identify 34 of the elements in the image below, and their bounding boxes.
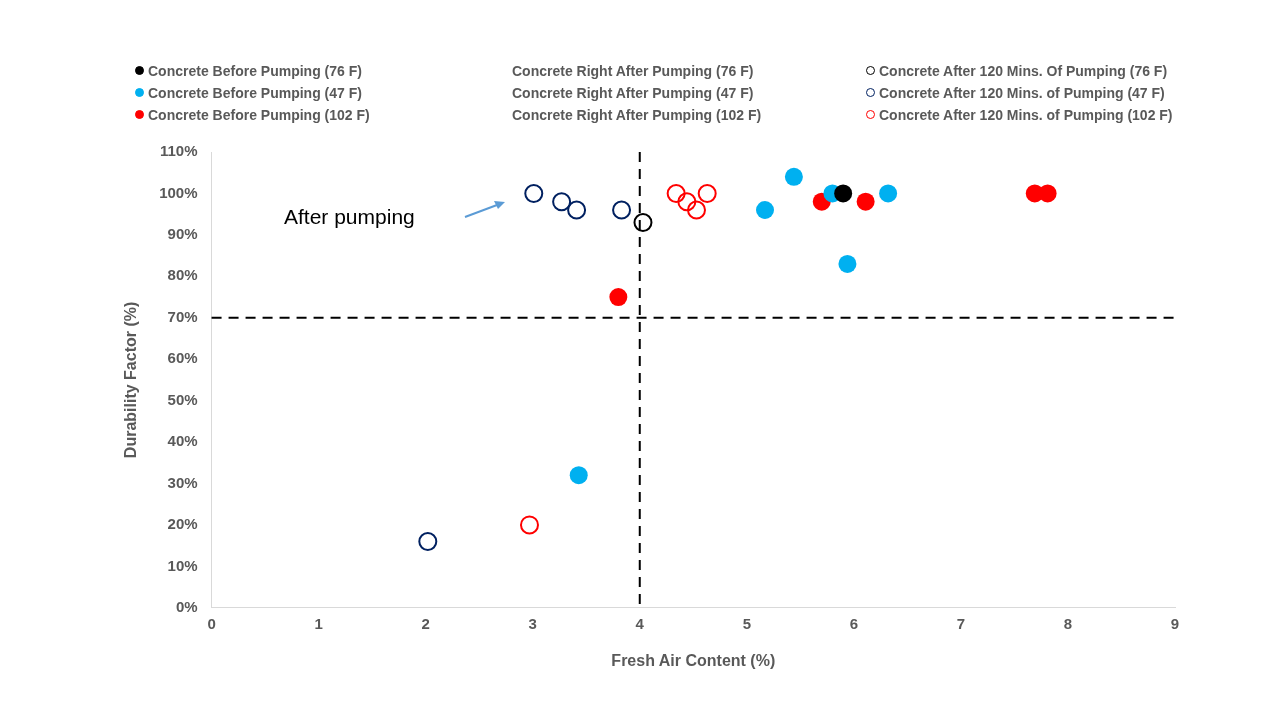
x-tick-label: 6 [849, 614, 859, 632]
x-tick-label: 7 [956, 614, 966, 632]
y-tick-label: 10% [167, 556, 198, 574]
legend-label: Concrete After 120 Mins. Of Pumping (76 F) [879, 62, 1168, 79]
text: Concrete Right After Pumping (47 F) [512, 84, 754, 101]
x-axis-title: Fresh Air Content (%) [611, 651, 776, 669]
y-axis-title: Durability Factor (%) [122, 301, 140, 459]
y-tick-label: 30% [167, 473, 198, 491]
y-tick-label: 90% [167, 225, 198, 243]
annotation: After pumping [284, 205, 415, 229]
text: Concrete Right After Pumping (102 F) [512, 106, 762, 123]
x-tick-label: 2 [421, 614, 430, 632]
legend-label: Concrete Before Pumping (102 F) [148, 106, 370, 123]
x-tick-label: 1 [314, 614, 323, 632]
x-tick-label: 0 [207, 614, 216, 632]
y-tick-label: 80% [167, 266, 198, 284]
legend-label: Concrete Before Pumping (47 F) [148, 84, 362, 101]
x-tick-label: 4 [635, 614, 645, 632]
y-tick-label: 20% [167, 515, 198, 533]
y-tick-label: 100% [159, 183, 198, 201]
legend-label: Concrete After 120 Mins. of Pumping (47 F) [879, 84, 1165, 101]
y-tick-label: 70% [167, 307, 198, 325]
legend-label: Concrete After 120 Mins. of Pumping (102 F) [879, 106, 1173, 123]
y-tick-label: 110% [160, 142, 198, 160]
y-tick-label: 60% [167, 349, 198, 367]
x-tick-label: 5 [742, 614, 751, 632]
legend-label: Concrete Before Pumping (76 F) [148, 62, 362, 79]
y-tick-label: 50% [167, 390, 198, 408]
x-tick-label: 3 [528, 614, 537, 632]
y-tick-label: 40% [167, 432, 198, 450]
x-tick-label: 9 [1170, 614, 1180, 632]
text: Concrete Right After Pumping (76 F) [512, 62, 754, 79]
x-tick-label: 8 [1063, 614, 1073, 632]
y-tick-label: 0% [175, 597, 198, 615]
